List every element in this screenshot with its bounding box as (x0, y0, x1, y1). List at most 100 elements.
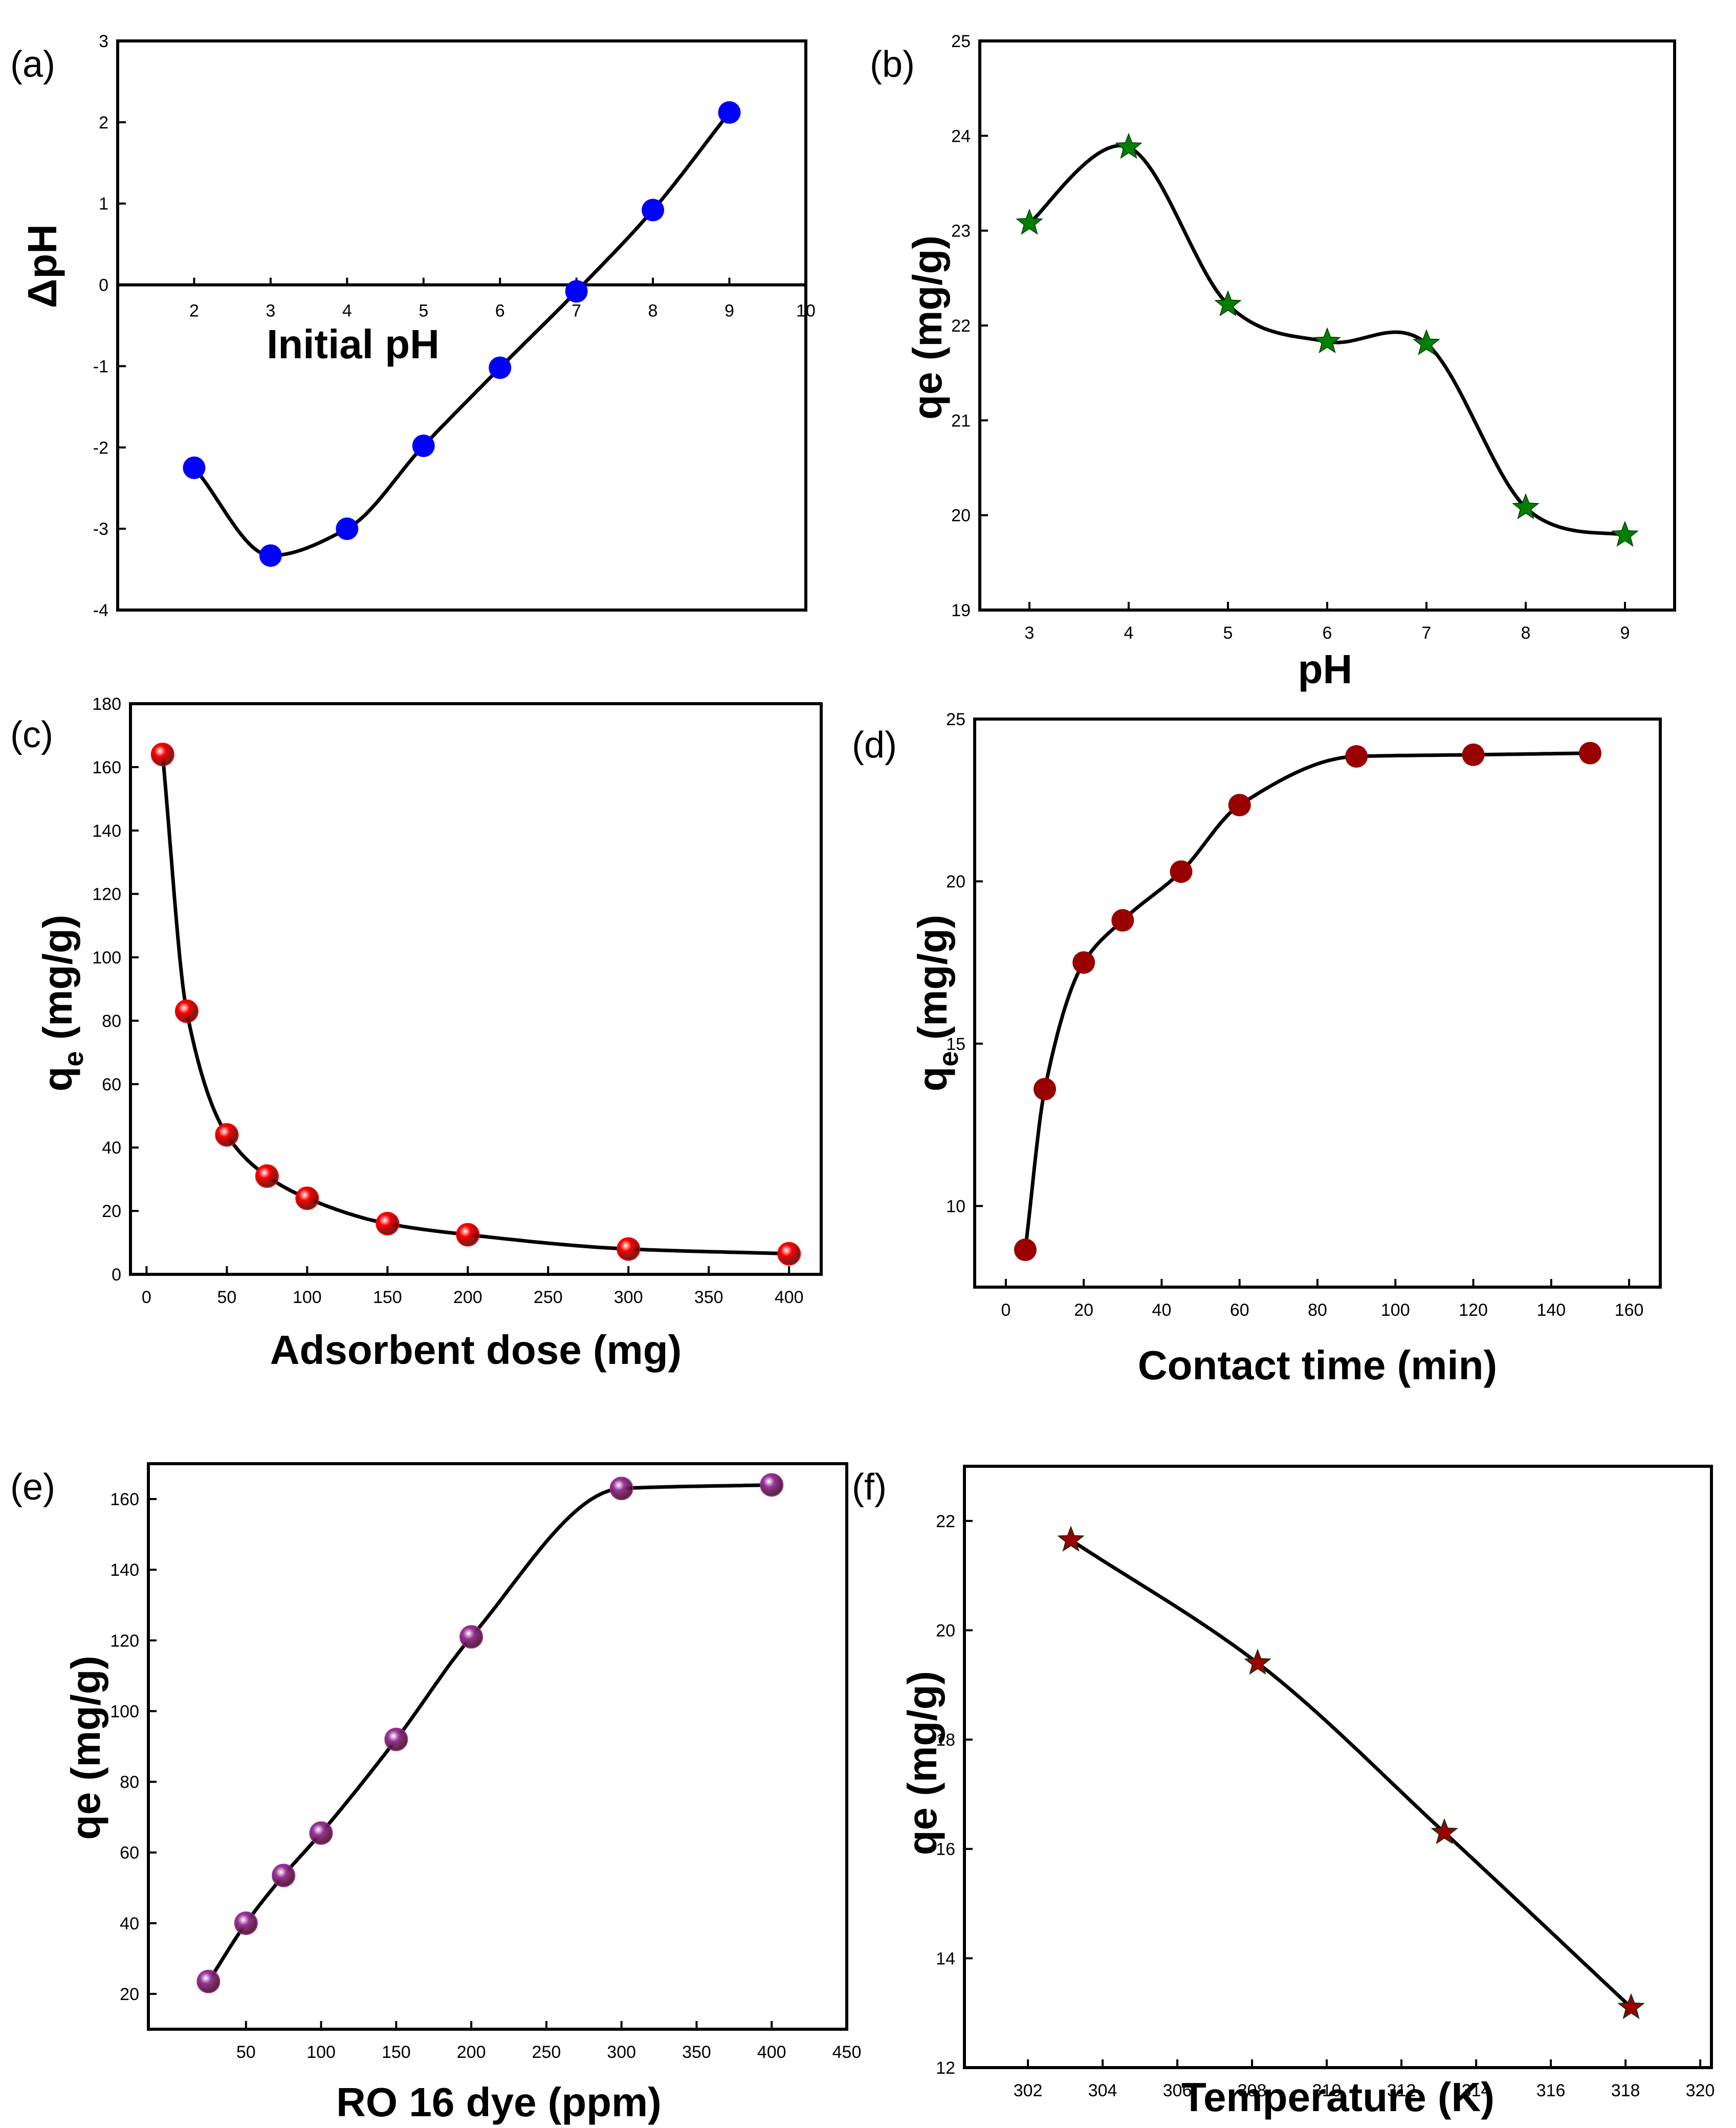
x-tick-label: 200 (453, 1288, 482, 1307)
y-tick-label: 40 (102, 1138, 121, 1158)
y-tick-label: 140 (92, 821, 121, 841)
y-tick-label: 22 (951, 316, 971, 336)
x-tick-label: 6 (495, 301, 505, 321)
x-tick-label: 50 (217, 1288, 236, 1307)
y-tick-label: 25 (946, 710, 965, 729)
data-point (718, 101, 741, 124)
x-tick-label: 8 (648, 301, 658, 321)
chart-panel-4: (d) 10 15 20 25 0 20 40 60 80 100 120 140 160 Contact … (852, 710, 1662, 1388)
data-point (489, 356, 512, 379)
chart-panel-5: (e) 20 40 60 80 100 120 140 160 50 100 150 200 250 300… (10, 1462, 862, 2125)
data-point (459, 1625, 484, 1649)
x-tick-label: 5 (419, 301, 428, 321)
data-point (1170, 860, 1193, 883)
data-point (1617, 1993, 1645, 2020)
y-tick-label: 18 (936, 1730, 955, 1750)
data-point (183, 457, 206, 479)
y-tick-label: 23 (951, 222, 971, 241)
data-point (295, 1186, 319, 1210)
data-point (1014, 1239, 1037, 1262)
y-axis-title-main: q (910, 1067, 955, 1092)
x-tick-label: 10 (796, 301, 816, 321)
y-tick-label: 20 (951, 506, 971, 526)
plot-frame (963, 1465, 1713, 2069)
data-point (174, 999, 199, 1023)
x-tick-label: 80 (1308, 1300, 1327, 1320)
data-point (1431, 1818, 1458, 1844)
x-tick-label: 306 (1163, 2081, 1192, 2100)
y-tick-label: 3 (99, 32, 108, 51)
chart-panel-3: (c) 0 20 40 60 80 100 120 140 160 180 0 50 100 150 200 2… (10, 694, 823, 1373)
x-tick-label: 2 (189, 301, 199, 321)
x-tick-label: 318 (1611, 2081, 1640, 2100)
x-axis-title: RO 16 dye (ppm) (336, 2079, 662, 2125)
data-point (1413, 329, 1440, 355)
x-tick-label: 5 (1223, 623, 1233, 643)
plot-frame (116, 39, 807, 612)
x-tick-label: 250 (532, 2043, 561, 2062)
x-tick-label: 300 (614, 1288, 643, 1307)
y-tick-label: 20 (936, 1621, 955, 1640)
x-tick-label: 100 (1381, 1300, 1410, 1320)
data-point (215, 1123, 239, 1147)
x-tick-label: 7 (572, 301, 581, 321)
y-tick-label: -1 (93, 357, 108, 376)
data-point (1072, 951, 1095, 974)
panel-label: (f) (852, 1467, 887, 1508)
y-tick-label: 25 (951, 32, 971, 51)
y-axis-title-subscript: e (58, 1051, 89, 1067)
x-tick-label: 20 (1074, 1300, 1093, 1320)
x-tick-label: 400 (775, 1288, 804, 1307)
data-point (150, 743, 174, 767)
x-tick-label: 200 (457, 2043, 486, 2062)
x-tick-label: 312 (1387, 2081, 1416, 2100)
y-axis-title: ΔpH (19, 224, 65, 308)
x-tick-label: 400 (757, 2043, 786, 2062)
y-tick-label: 160 (92, 758, 121, 777)
y-tick-label: 20 (102, 1202, 121, 1221)
y-tick-label: 15 (946, 1034, 965, 1054)
y-tick-label: 80 (102, 1011, 121, 1031)
x-tick-label: 0 (1001, 1300, 1010, 1320)
x-tick-label: 300 (607, 2043, 636, 2062)
y-tick-label: 0 (112, 1265, 121, 1285)
data-point (642, 199, 665, 222)
y-tick-label: 120 (110, 1631, 139, 1651)
x-tick-label: 4 (342, 301, 352, 321)
data-point (1578, 742, 1601, 765)
x-axis-title: pH (1298, 646, 1353, 692)
y-tick-label: 140 (110, 1560, 139, 1580)
x-tick-label: 7 (1422, 623, 1432, 643)
x-tick-label: 302 (1014, 2081, 1043, 2100)
x-axis-title: Contact time (min) (1138, 1342, 1497, 1388)
y-axis-title-units: (mg/g) (910, 915, 955, 1051)
y-tick-label: 80 (120, 1773, 139, 1792)
plot-frame (978, 39, 1676, 612)
y-tick-label: 180 (92, 694, 121, 714)
data-point (1214, 290, 1242, 317)
data-point (760, 1473, 784, 1497)
data-point (1462, 743, 1485, 766)
data-point (336, 517, 359, 540)
x-tick-label: 450 (832, 2043, 862, 2062)
y-tick-label: 24 (951, 126, 971, 146)
y-tick-label: 14 (936, 1949, 955, 1968)
plot-frame (129, 702, 823, 1276)
panel-label: (e) (10, 1467, 55, 1508)
chart-panel-2: (b) 19 20 21 22 23 24 25 3 4 5 6 7 8 9 pH qe (mg/g) (870, 32, 1676, 692)
data-point (196, 1969, 221, 1993)
chart-panel-1: (a) -4 -3 -2 -1 0 1 2 3 2 3 4 5 6 7 8 9 10 Initial pH ΔpH (10, 32, 816, 620)
x-tick-label: 150 (373, 1288, 402, 1307)
panel-label: (b) (870, 44, 915, 85)
chart-panel-6: (f) 12 14 16 18 20 22 302 304 306 308 310 312 314 316 3… (852, 1465, 1715, 2120)
data-point (384, 1727, 408, 1751)
data-point (1111, 909, 1134, 932)
y-axis-title: qe (mg/g) (910, 915, 964, 1092)
x-tick-label: 50 (236, 2043, 256, 2062)
x-tick-label: 160 (1615, 1300, 1644, 1320)
y-axis-title: qe (mg/g) (899, 1671, 945, 1855)
y-tick-label: 22 (936, 1512, 955, 1531)
y-tick-label: 0 (99, 276, 108, 295)
x-tick-label: 320 (1686, 2081, 1715, 2100)
data-point (1057, 1526, 1085, 1552)
